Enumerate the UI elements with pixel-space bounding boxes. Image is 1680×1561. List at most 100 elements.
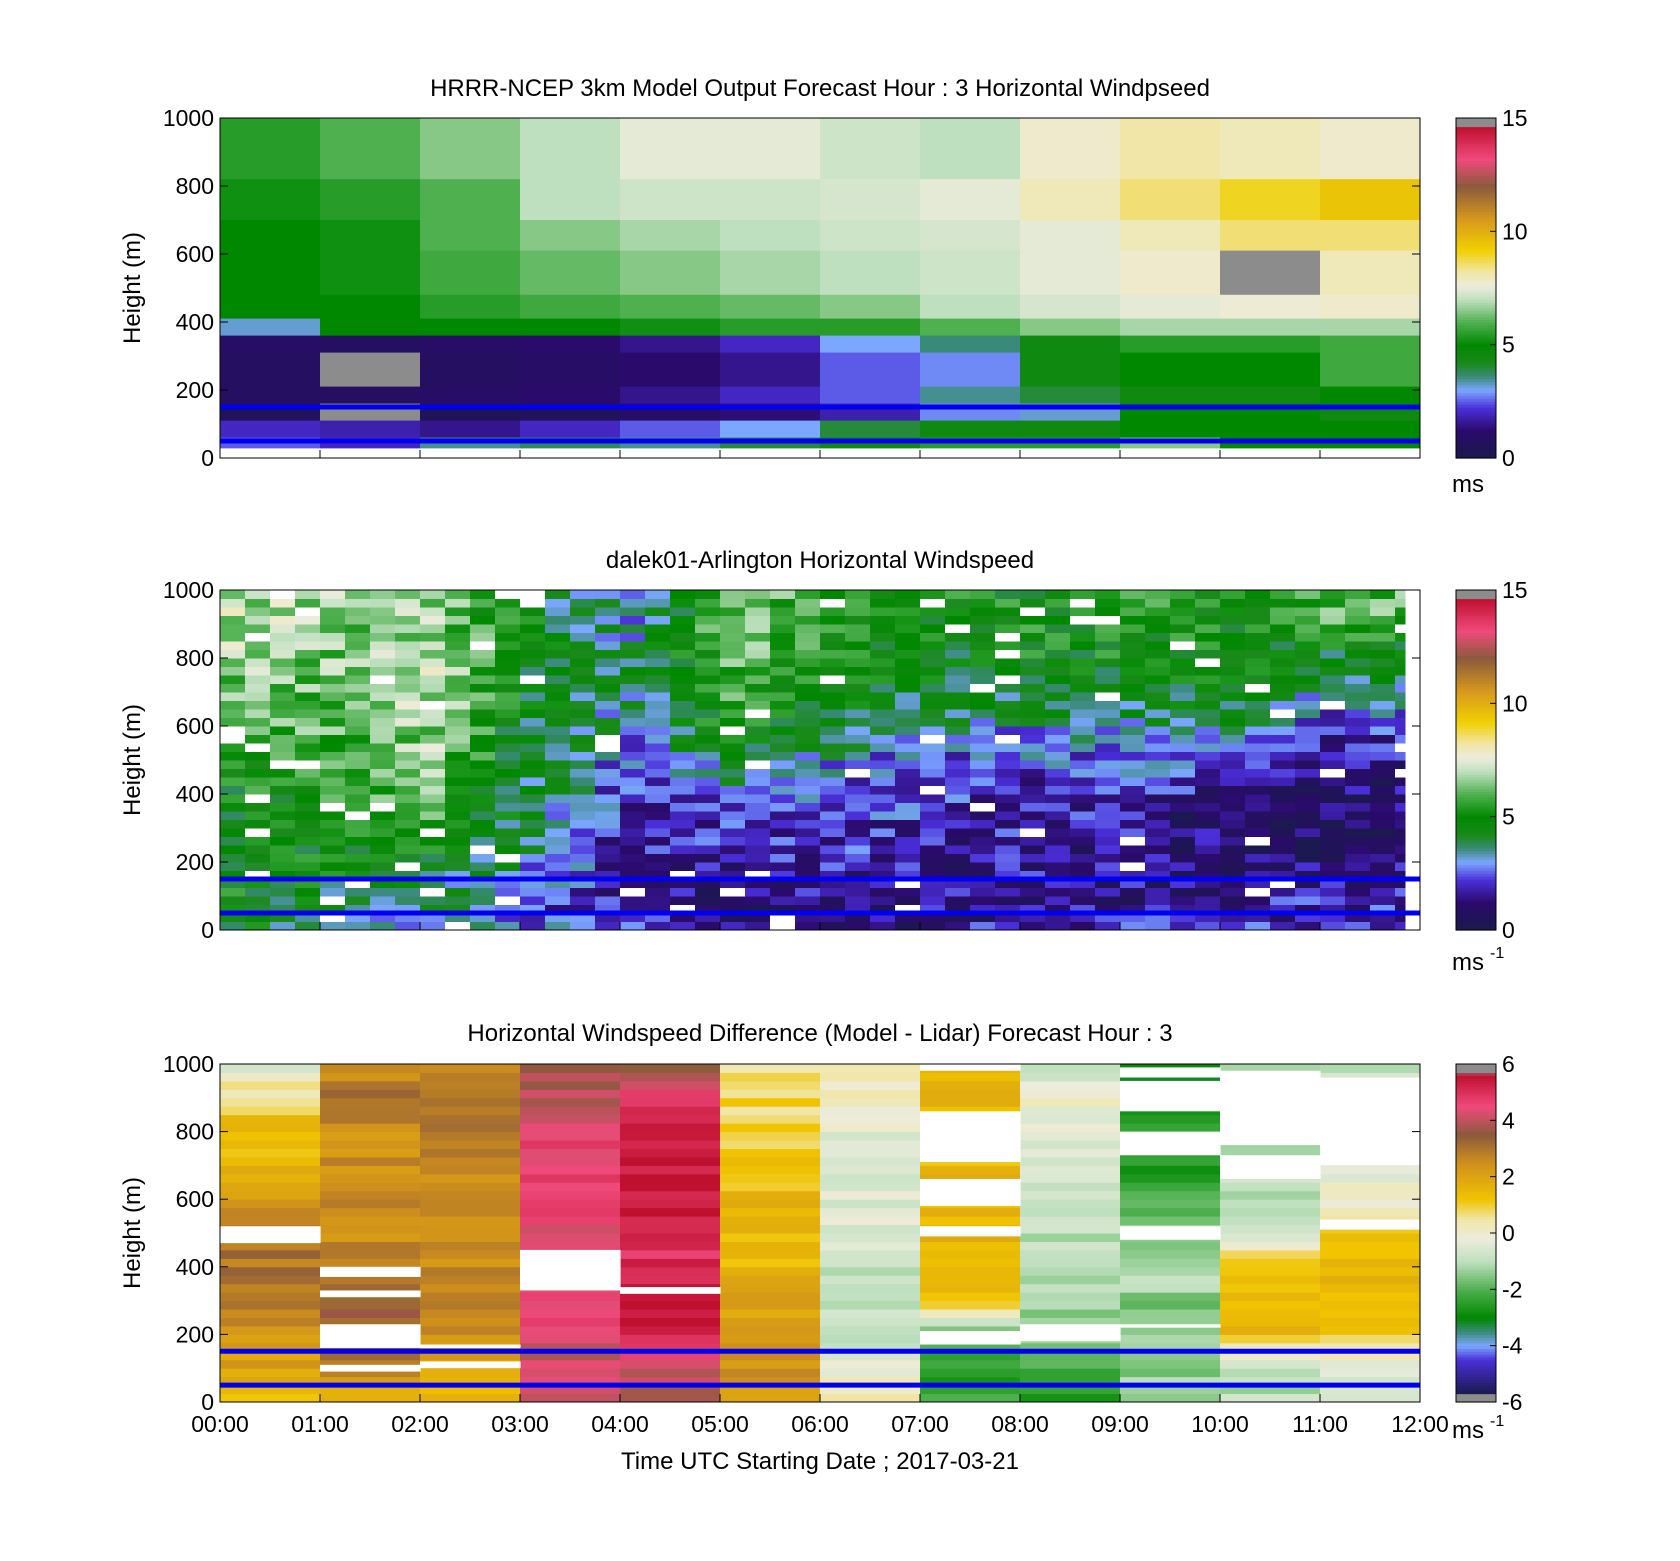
heatmap-cell — [645, 734, 671, 744]
heatmap-cell — [1320, 598, 1346, 608]
heatmap-cell — [1370, 734, 1396, 744]
heatmap-cell — [820, 709, 846, 718]
heatmap-cell — [1220, 1207, 1321, 1217]
heatmap-cell — [870, 717, 896, 727]
colorbar-segment — [1456, 452, 1496, 456]
heatmap-cell — [445, 828, 471, 837]
heatmap-cell — [270, 828, 296, 837]
heatmap-cell — [720, 751, 746, 761]
colorbar-tick-label: 15 — [1502, 577, 1528, 603]
heatmap-cell — [1320, 726, 1346, 735]
heatmap-cell — [920, 1216, 1021, 1226]
heatmap-cell — [345, 768, 371, 778]
heatmap-cell — [645, 624, 671, 633]
heatmap-cell — [1020, 590, 1046, 599]
heatmap-cell — [1320, 318, 1420, 337]
colorbar-segment — [1456, 1376, 1496, 1381]
panel-model-x-axis — [219, 450, 1421, 458]
heatmap-cell — [470, 845, 496, 854]
colorbar-segment — [1456, 225, 1496, 230]
heatmap-cell — [770, 641, 796, 650]
heatmap-cell — [245, 870, 271, 880]
heatmap-cell — [370, 734, 396, 744]
heatmap-cell — [770, 675, 796, 684]
y-tick-label: 0 — [201, 445, 214, 471]
heatmap-cell — [1070, 598, 1096, 608]
heatmap-cell — [1270, 683, 1296, 693]
heatmap-cell — [320, 590, 346, 599]
heatmap-cell — [595, 819, 621, 829]
heatmap-cell — [570, 760, 596, 769]
heatmap-cell — [670, 709, 696, 718]
heatmap-cell — [745, 819, 771, 829]
heatmap-cell — [795, 811, 821, 820]
heatmap-cell — [1170, 734, 1196, 744]
heatmap-cell — [320, 1123, 421, 1133]
heatmap-cell — [1270, 717, 1296, 727]
heatmap-cell — [1345, 845, 1371, 854]
heatmap-cell — [720, 294, 821, 320]
heatmap-cell — [770, 768, 796, 778]
heatmap-cell — [1245, 709, 1271, 718]
heatmap-cell — [1070, 726, 1096, 735]
heatmap-cell — [1320, 1300, 1420, 1310]
heatmap-cell — [870, 836, 896, 846]
heatmap-cell — [745, 853, 771, 863]
heatmap-cell — [995, 700, 1021, 710]
heatmap-cell — [420, 819, 446, 829]
colorbar-segment — [1456, 435, 1496, 439]
heatmap-cell — [1395, 700, 1406, 710]
heatmap-cell — [720, 118, 821, 180]
heatmap-cell — [445, 632, 471, 642]
heatmap-cell — [1395, 794, 1406, 803]
heatmap-cell — [220, 1300, 321, 1310]
heatmap-cell — [495, 734, 521, 744]
heatmap-cell — [1270, 658, 1296, 667]
heatmap-cell — [745, 632, 771, 642]
heatmap-cell — [445, 683, 471, 693]
heatmap-cell — [1020, 1275, 1121, 1285]
heatmap-cell — [420, 743, 446, 752]
heatmap-cell — [1370, 811, 1396, 820]
heatmap-cell — [420, 802, 446, 812]
heatmap-cell — [420, 1064, 521, 1073]
heatmap-cell — [770, 836, 796, 846]
missing-data-band — [1320, 1219, 1420, 1230]
colorbar-segment — [1456, 1089, 1496, 1093]
heatmap-cell — [670, 828, 696, 837]
heatmap-cell — [620, 1342, 721, 1352]
heatmap-cell — [220, 294, 321, 320]
heatmap-cell — [945, 777, 971, 786]
heatmap-cell — [1220, 666, 1246, 676]
heatmap-cell — [820, 1292, 921, 1302]
heatmap-cell — [495, 802, 521, 812]
heatmap-cell — [1320, 420, 1420, 439]
heatmap-cell — [370, 760, 396, 769]
heatmap-cell — [645, 879, 671, 888]
heatmap-cell — [1220, 896, 1246, 905]
heatmap-cell — [1220, 1241, 1321, 1251]
heatmap-cell — [270, 666, 296, 676]
heatmap-cell — [1020, 615, 1046, 625]
heatmap-cell — [820, 700, 846, 710]
colorbar-segment — [1456, 828, 1496, 832]
missing-data-band — [1120, 1067, 1221, 1078]
colorbar-segment — [1456, 604, 1496, 608]
heatmap-cell — [1195, 845, 1221, 854]
panel-difference-heatmap — [220, 1064, 1420, 1402]
heatmap-cell — [1270, 624, 1296, 633]
heatmap-cell — [795, 802, 821, 812]
heatmap-cell — [295, 879, 321, 888]
heatmap-cell — [845, 811, 871, 820]
heatmap-cell — [1320, 1199, 1420, 1209]
heatmap-cell — [545, 819, 571, 829]
heatmap-cell — [370, 904, 396, 914]
heatmap-cell — [420, 1072, 521, 1082]
heatmap-cell — [1045, 734, 1071, 744]
colorbar-segment — [1456, 305, 1496, 309]
heatmap-cell — [670, 802, 696, 812]
colorbar-tick-label: 10 — [1502, 218, 1528, 244]
heatmap-cell — [870, 904, 896, 914]
heatmap-cell — [520, 768, 546, 778]
